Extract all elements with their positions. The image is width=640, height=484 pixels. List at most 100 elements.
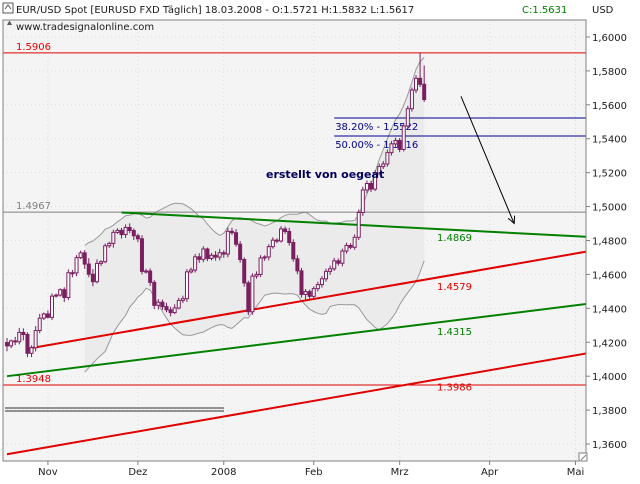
candle-body-up: [340, 250, 345, 264]
candle: [139, 235, 144, 275]
candle: [144, 268, 149, 274]
currency-label: USD: [592, 5, 614, 16]
candle: [266, 244, 271, 261]
candle-body-up: [49, 295, 54, 318]
candle: [115, 228, 120, 234]
candle: [205, 247, 210, 262]
candle-body-up: [332, 260, 337, 270]
candle: [168, 306, 173, 317]
candle-body-down: [62, 289, 67, 298]
candle-body-down: [274, 239, 279, 242]
candle: [283, 226, 288, 234]
candle: [66, 269, 71, 301]
header: EUR/USD Spot [EURUSD FXD Täglich] 18.03.…: [2, 2, 614, 33]
candle: [201, 246, 206, 263]
candle-body-up: [319, 278, 324, 286]
candle: [213, 251, 218, 261]
y-tick-label: 1,3800: [592, 406, 627, 417]
candle-body-up: [9, 340, 14, 347]
candle: [9, 339, 14, 349]
y-tick-label: 1,4600: [592, 270, 627, 281]
red-trendline: [6, 352, 586, 456]
candle: [193, 253, 198, 273]
candle: [5, 338, 9, 352]
candle: [29, 345, 34, 358]
x-tick-label: Dez: [128, 467, 147, 478]
candle-body-up: [176, 299, 181, 309]
author-annotation: erstellt von oegeat: [266, 168, 384, 181]
candle: [405, 105, 410, 129]
candle: [86, 258, 91, 278]
candle: [238, 241, 243, 263]
candle: [397, 138, 402, 153]
chevron-up-icon: [4, 4, 12, 10]
candle: [229, 227, 234, 235]
plot-layer: 1.5906 1.4967 1.3948 38.20% - 1.5522 50.00% …: [3, 42, 586, 456]
candle: [364, 180, 369, 194]
candle-body-up: [189, 269, 194, 273]
candle: [74, 255, 79, 277]
level-label: 1.4967: [16, 201, 51, 212]
candle: [279, 226, 284, 243]
candle-body-down: [119, 229, 124, 236]
candle: [62, 287, 67, 303]
candle: [131, 228, 136, 240]
y-tick-label: 1,4400: [592, 304, 627, 315]
candle-body-up: [324, 270, 329, 280]
x-axis: Nov Dez 2008 Feb Mrz Apr Mai: [38, 461, 584, 478]
candle-body-up: [262, 256, 267, 259]
candle: [262, 255, 267, 261]
x-tick-label: Nov: [38, 467, 58, 478]
candle-body-down: [229, 230, 234, 234]
candle: [78, 250, 83, 260]
y-tick-label: 1,5200: [592, 169, 627, 180]
candle-body-down: [25, 333, 30, 354]
resize-grip-icon[interactable]: [578, 452, 588, 462]
candle: [217, 248, 222, 261]
candle-body-up: [29, 347, 34, 354]
candle-body-up: [405, 108, 410, 127]
candle: [176, 297, 181, 310]
y-tick-label: 1,5600: [592, 101, 627, 112]
candle-body-up: [328, 268, 333, 272]
x-tick-label: Mrz: [391, 467, 409, 478]
trendline-label: 1.3986: [437, 383, 472, 394]
y-tick-label: 1,5400: [592, 135, 627, 146]
candle-body-up: [58, 289, 63, 296]
candle-body-down: [307, 291, 312, 297]
candle-body-down: [70, 272, 75, 275]
candle-body-up: [352, 236, 357, 248]
red-trendline: [27, 250, 586, 350]
candle: [45, 310, 50, 319]
candle-body-down: [164, 306, 169, 311]
y-tick-label: 1,4000: [592, 372, 627, 383]
candle-body-up: [266, 246, 271, 258]
candle: [381, 160, 386, 169]
candle-body-up: [172, 307, 177, 314]
candle: [225, 227, 230, 258]
candle-body-down: [168, 309, 173, 314]
window-menu-icon[interactable]: [2, 2, 14, 14]
candle-body-down: [418, 77, 423, 85]
candle-body-down: [86, 263, 91, 275]
y-tick-label: 1,3600: [592, 440, 627, 451]
x-tick-label: Feb: [305, 467, 323, 478]
fibonacci-label: 50.00% - 1.5416: [335, 140, 418, 151]
candle-body-down: [160, 301, 165, 308]
candle-body-up: [103, 245, 108, 263]
candle: [332, 257, 337, 271]
candle: [184, 269, 189, 302]
candle-body-up: [184, 271, 189, 300]
candle-body-up: [254, 273, 259, 277]
candle: [246, 280, 251, 316]
candle-body-down: [131, 229, 136, 237]
candle: [123, 224, 128, 238]
candle: [418, 52, 423, 87]
candle-body-down: [299, 270, 304, 295]
candle-body-up: [414, 77, 418, 91]
candle: [127, 223, 132, 234]
candle: [385, 149, 390, 167]
candle-body-down: [152, 281, 157, 306]
source-url: www.tradesignalonline.com: [16, 22, 154, 33]
